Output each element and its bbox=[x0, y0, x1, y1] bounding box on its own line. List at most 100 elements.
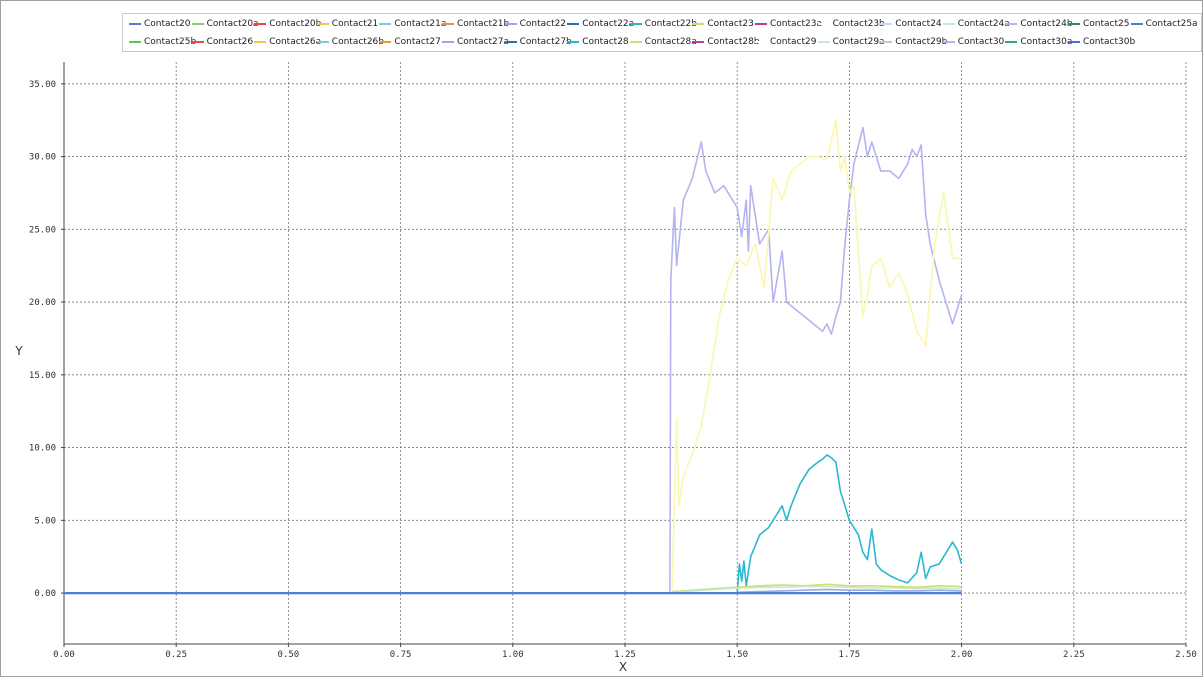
series-line-contact30 bbox=[64, 126, 963, 594]
legend-label: Contact26b bbox=[331, 37, 384, 47]
grid bbox=[64, 62, 1187, 644]
legend-item: Contact23a bbox=[755, 16, 822, 32]
y-tick-label: 20.00 bbox=[29, 298, 56, 308]
legend-label: Contact28a bbox=[644, 37, 697, 47]
legend-label: Contact27b bbox=[519, 37, 572, 47]
y-tick-label: 25.00 bbox=[29, 225, 56, 235]
legend-item: Contact27 bbox=[379, 34, 441, 50]
legend-label: Contact24b bbox=[1020, 19, 1073, 29]
legend-swatch bbox=[129, 23, 141, 25]
legend-item: Contact21 bbox=[316, 16, 378, 32]
legend-item: Contact20 bbox=[129, 16, 190, 32]
legend-swatch bbox=[379, 23, 392, 25]
y-axis-title: Y bbox=[14, 344, 23, 358]
legend-swatch bbox=[129, 41, 141, 43]
legend-swatch bbox=[442, 41, 454, 43]
legend-item: Contact22b bbox=[629, 16, 697, 32]
legend-swatch bbox=[191, 41, 204, 43]
legend-swatch bbox=[379, 41, 392, 43]
legend-label: Contact22b bbox=[644, 19, 697, 29]
legend-label: Contact25b bbox=[144, 37, 197, 47]
legend-label: Contact27a bbox=[457, 37, 509, 47]
legend-swatch bbox=[504, 23, 517, 25]
legend-item: Contact22 bbox=[504, 16, 567, 32]
legend-swatch bbox=[817, 41, 830, 43]
legend-swatch bbox=[567, 23, 580, 25]
legend-swatch bbox=[1130, 23, 1143, 25]
legend-swatch bbox=[942, 41, 955, 43]
series-line-contact28 bbox=[736, 454, 963, 594]
legend-swatch bbox=[1068, 41, 1080, 43]
legend-swatch bbox=[880, 41, 893, 43]
y-tick-label: 30.00 bbox=[29, 153, 56, 163]
x-tick-label: 1.75 bbox=[839, 650, 861, 660]
legend-swatch bbox=[692, 23, 705, 25]
legend-item: Contact28a bbox=[629, 34, 697, 50]
legend-label: Contact21a bbox=[394, 19, 447, 29]
legend-item: Contact23b bbox=[817, 16, 885, 32]
legend-label: Contact20b bbox=[269, 19, 322, 29]
legend-label: Contact28b bbox=[707, 37, 760, 47]
legend-item: Contact25a bbox=[1130, 16, 1198, 32]
legend-item: Contact21a bbox=[379, 16, 446, 32]
legend-item: Contact25b bbox=[129, 34, 196, 50]
legend-item: Contact20a bbox=[191, 16, 259, 32]
legend-label: Contact25 bbox=[1083, 19, 1130, 29]
legend-item: Contact27b bbox=[504, 34, 572, 50]
legend-swatch bbox=[567, 41, 580, 43]
legend-label: Contact29 bbox=[770, 37, 817, 47]
legend-item: Contact29a bbox=[817, 34, 885, 50]
legend-swatch bbox=[629, 41, 642, 43]
legend-item: Contact30a bbox=[1005, 34, 1072, 50]
legend-swatch bbox=[316, 23, 329, 25]
y-tick-label: 10.00 bbox=[29, 444, 56, 454]
legend-label: Contact24 bbox=[895, 19, 942, 29]
x-tick-label: 1.25 bbox=[614, 650, 636, 660]
legend-item: Contact24 bbox=[880, 16, 942, 32]
legend-label: Contact26 bbox=[206, 37, 254, 47]
x-tick-label: 2.25 bbox=[1063, 650, 1085, 660]
x-tick-label: 0.00 bbox=[53, 650, 75, 660]
legend-swatch bbox=[254, 41, 267, 43]
legend-label: Contact21b bbox=[457, 19, 510, 29]
legend-label: Contact20 bbox=[144, 19, 191, 29]
legend-swatch bbox=[817, 23, 830, 25]
legend-label: Contact22a bbox=[582, 19, 635, 29]
x-tick-label: 1.50 bbox=[726, 650, 748, 660]
x-tick-label: 0.25 bbox=[165, 650, 187, 660]
series-line-contact26a bbox=[671, 119, 962, 589]
legend-label: Contact20a bbox=[206, 19, 259, 29]
legend-swatch bbox=[1005, 23, 1018, 25]
legend-label: Contact22 bbox=[519, 19, 567, 29]
legend-item: Contact26a bbox=[254, 34, 321, 50]
legend-swatch bbox=[755, 23, 767, 25]
y-tick-label: 5.00 bbox=[34, 516, 56, 526]
legend-swatch bbox=[254, 23, 267, 25]
legend-item: Contact24a bbox=[942, 16, 1010, 32]
legend-item: Contact27a bbox=[442, 34, 509, 50]
legend-item: Contact29 bbox=[755, 34, 816, 50]
legend-item: Contact21b bbox=[442, 16, 509, 32]
series-line-contact24a bbox=[672, 585, 962, 594]
legend-item: Contact24b bbox=[1005, 16, 1073, 32]
y-tick-label: 35.00 bbox=[29, 80, 56, 90]
legend-swatch bbox=[316, 41, 329, 43]
legend-item: Contact23 bbox=[692, 16, 754, 32]
x-tick-label: 0.50 bbox=[278, 650, 300, 660]
legend-label: Contact24a bbox=[957, 19, 1010, 29]
x-axis-title: X bbox=[619, 660, 627, 674]
legend-swatch bbox=[692, 41, 705, 43]
x-tick-label: 2.00 bbox=[951, 650, 973, 660]
x-tick-label: 1.00 bbox=[502, 650, 524, 660]
legend-label: Contact23 bbox=[707, 19, 754, 29]
legend-label: Contact29a bbox=[832, 37, 885, 47]
y-tick-label: 0.00 bbox=[34, 589, 56, 599]
legend-item: Contact28b bbox=[692, 34, 760, 50]
legend-label: Contact27 bbox=[394, 37, 441, 47]
legend-item: Contact26b bbox=[316, 34, 384, 50]
x-tick-label: 2.50 bbox=[1175, 650, 1197, 660]
legend-swatch bbox=[629, 23, 642, 25]
legend-label: Contact23b bbox=[832, 19, 885, 29]
